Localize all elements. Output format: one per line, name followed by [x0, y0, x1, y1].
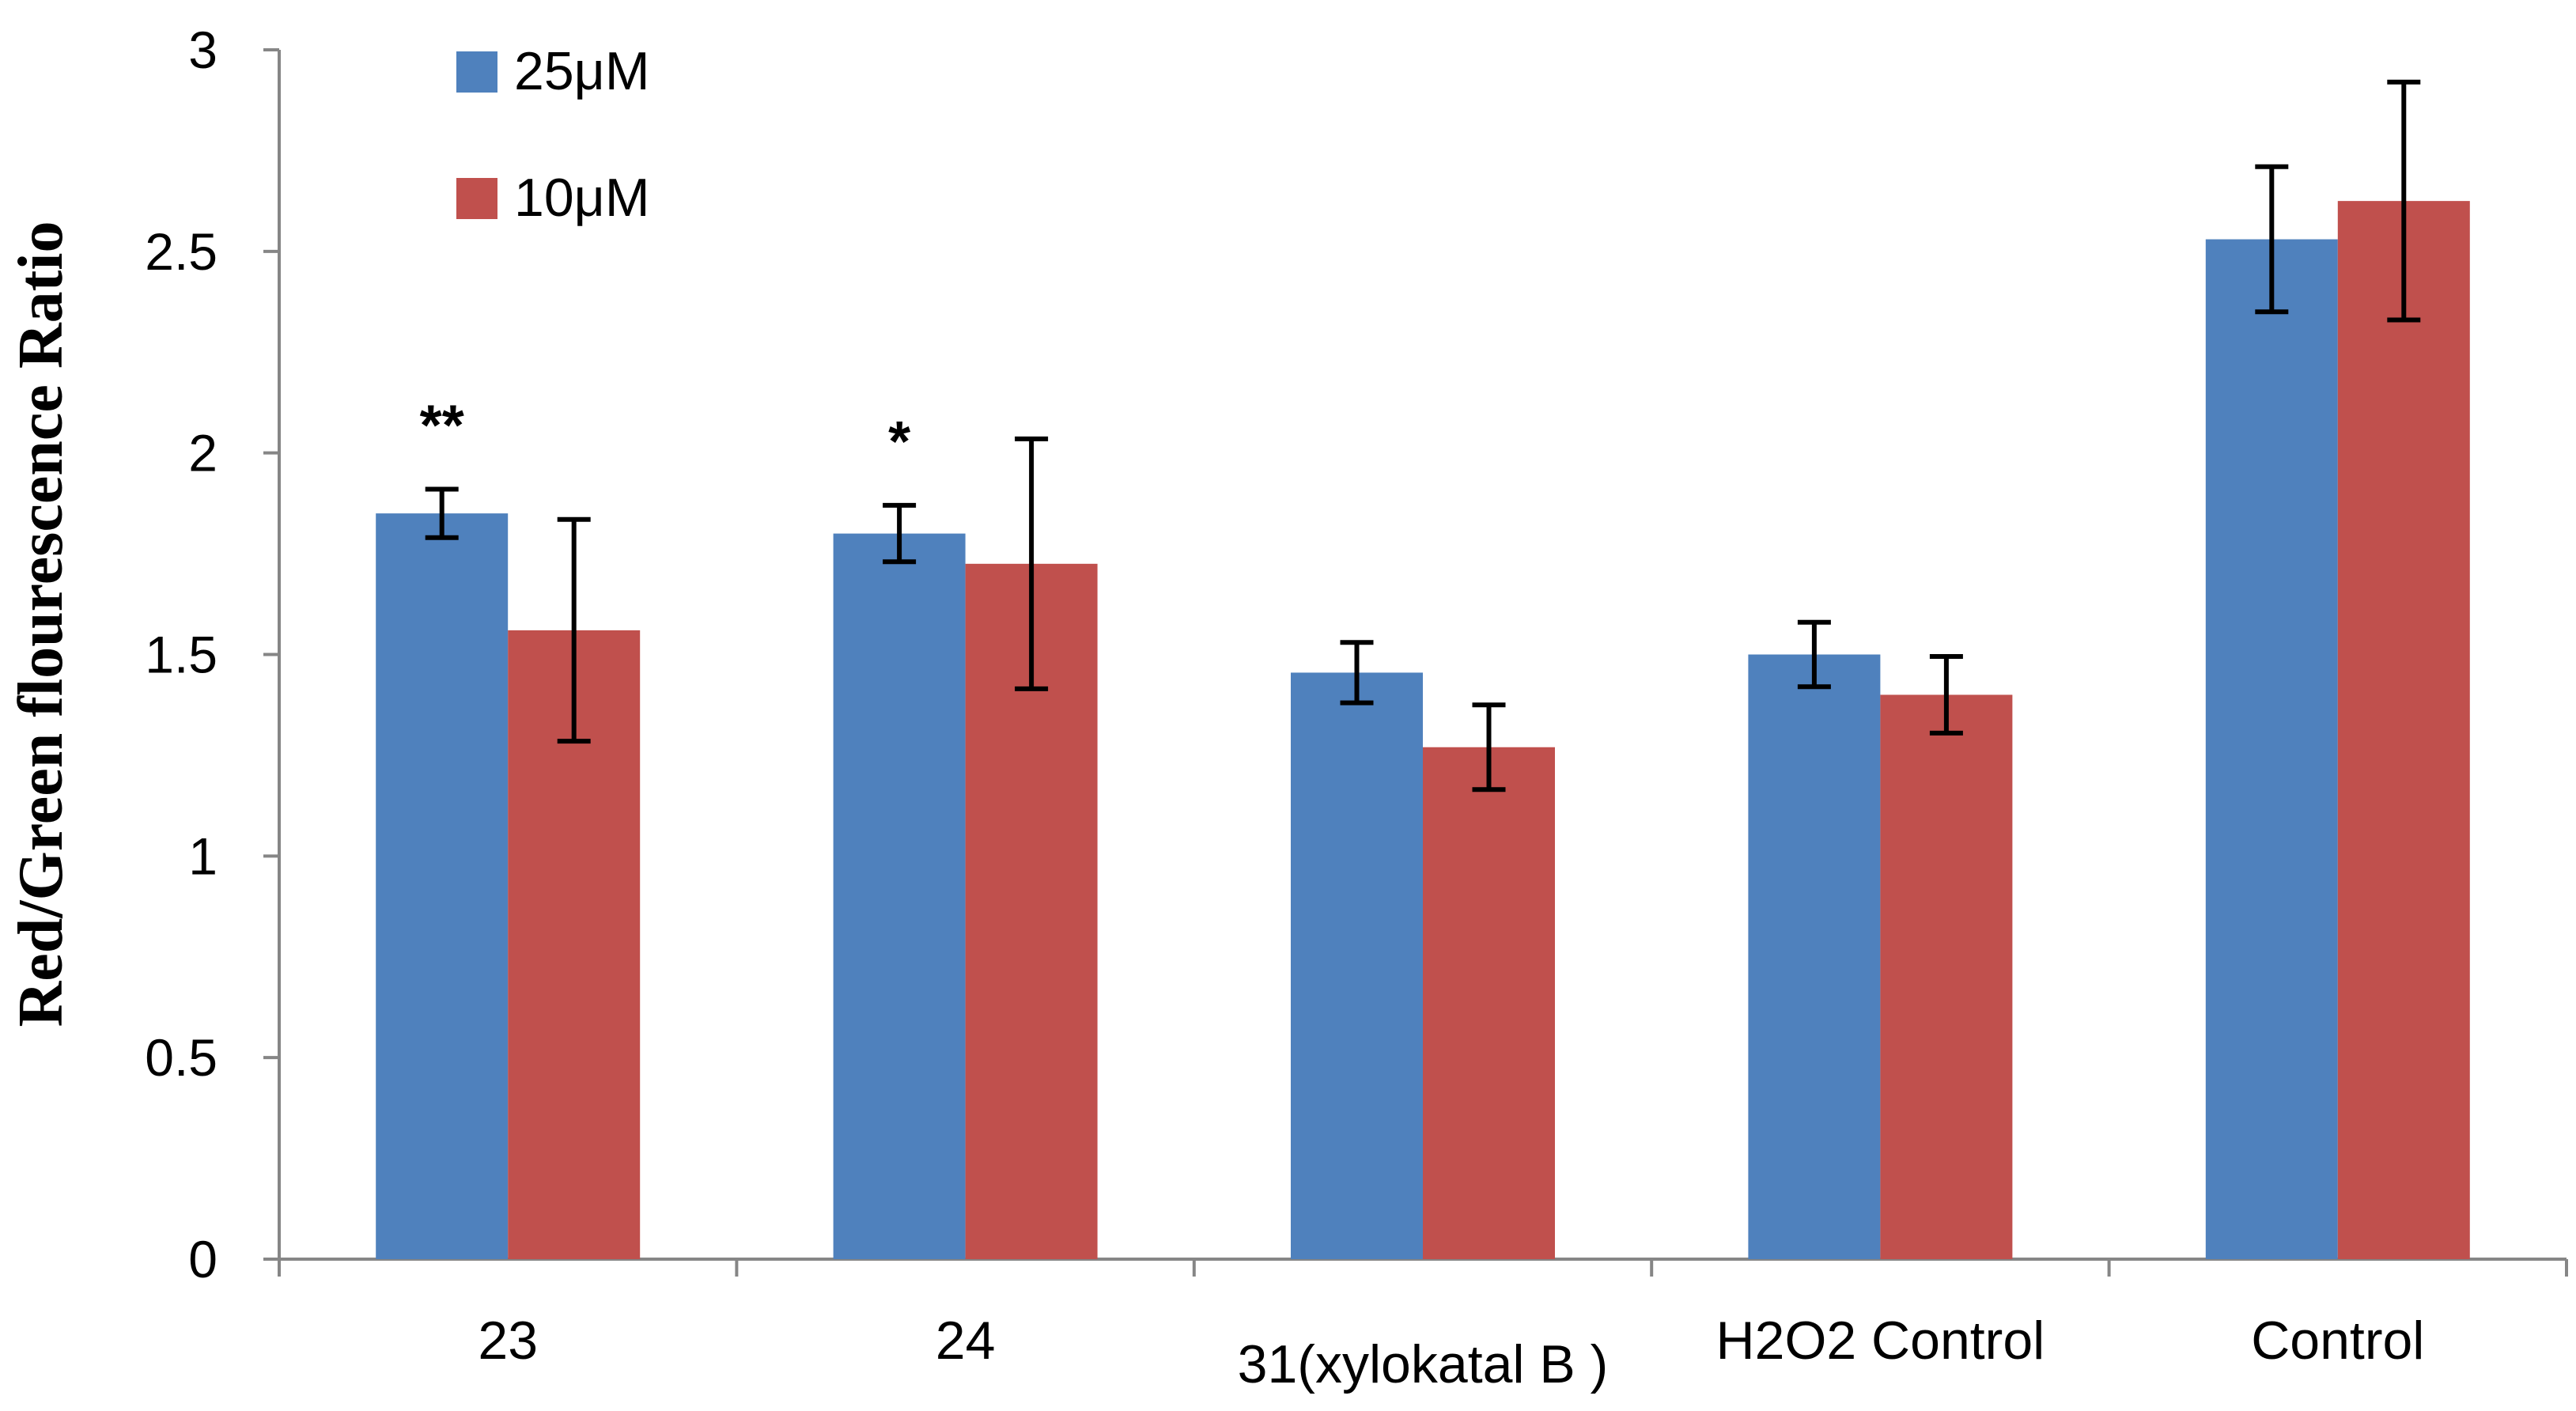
x-category-label: H2O2 Control: [1716, 1311, 2045, 1371]
x-category-label: Control: [2251, 1311, 2424, 1371]
bar: [2205, 239, 2338, 1259]
significance-marker: *: [888, 410, 910, 474]
bar: [376, 513, 509, 1259]
legend-swatch: [456, 178, 497, 219]
x-category-label: 31(xylokatal B ): [1238, 1334, 1609, 1394]
legend-label: 10μM: [514, 168, 649, 228]
chart-legend: 25μM 10μM: [456, 41, 649, 228]
bar: [1423, 747, 1555, 1259]
chart-bars: [376, 201, 2470, 1259]
x-category-label: 23: [478, 1311, 538, 1371]
legend-label: 25μM: [514, 41, 649, 101]
bar: [2337, 201, 2470, 1259]
y-tick-label: 1: [188, 827, 218, 885]
x-category-label: 24: [936, 1311, 996, 1371]
legend-swatch: [456, 51, 497, 93]
y-tick-label: 2.5: [145, 222, 218, 281]
y-tick-label: 2: [188, 424, 218, 482]
bar: [1748, 654, 1881, 1259]
chart-error-bars: [425, 79, 2421, 793]
y-axis-title: Red/Green flourescence Ratio: [6, 221, 76, 1027]
chart-annotations: ** *: [420, 395, 910, 474]
y-tick-label: 0.5: [145, 1028, 218, 1087]
y-tick-label: 0: [188, 1230, 218, 1288]
bar: [833, 533, 966, 1259]
bar: [1880, 694, 2013, 1259]
y-tick-label: 3: [188, 21, 218, 79]
chart-axes: 0 0.5 1 1.5 2 2.5 3 23 24 31(xylokatal B ) H2O2 Co…: [145, 21, 2568, 1394]
y-tick-label: 1.5: [145, 626, 218, 684]
bar: [1291, 672, 1423, 1259]
significance-marker: **: [420, 395, 464, 458]
